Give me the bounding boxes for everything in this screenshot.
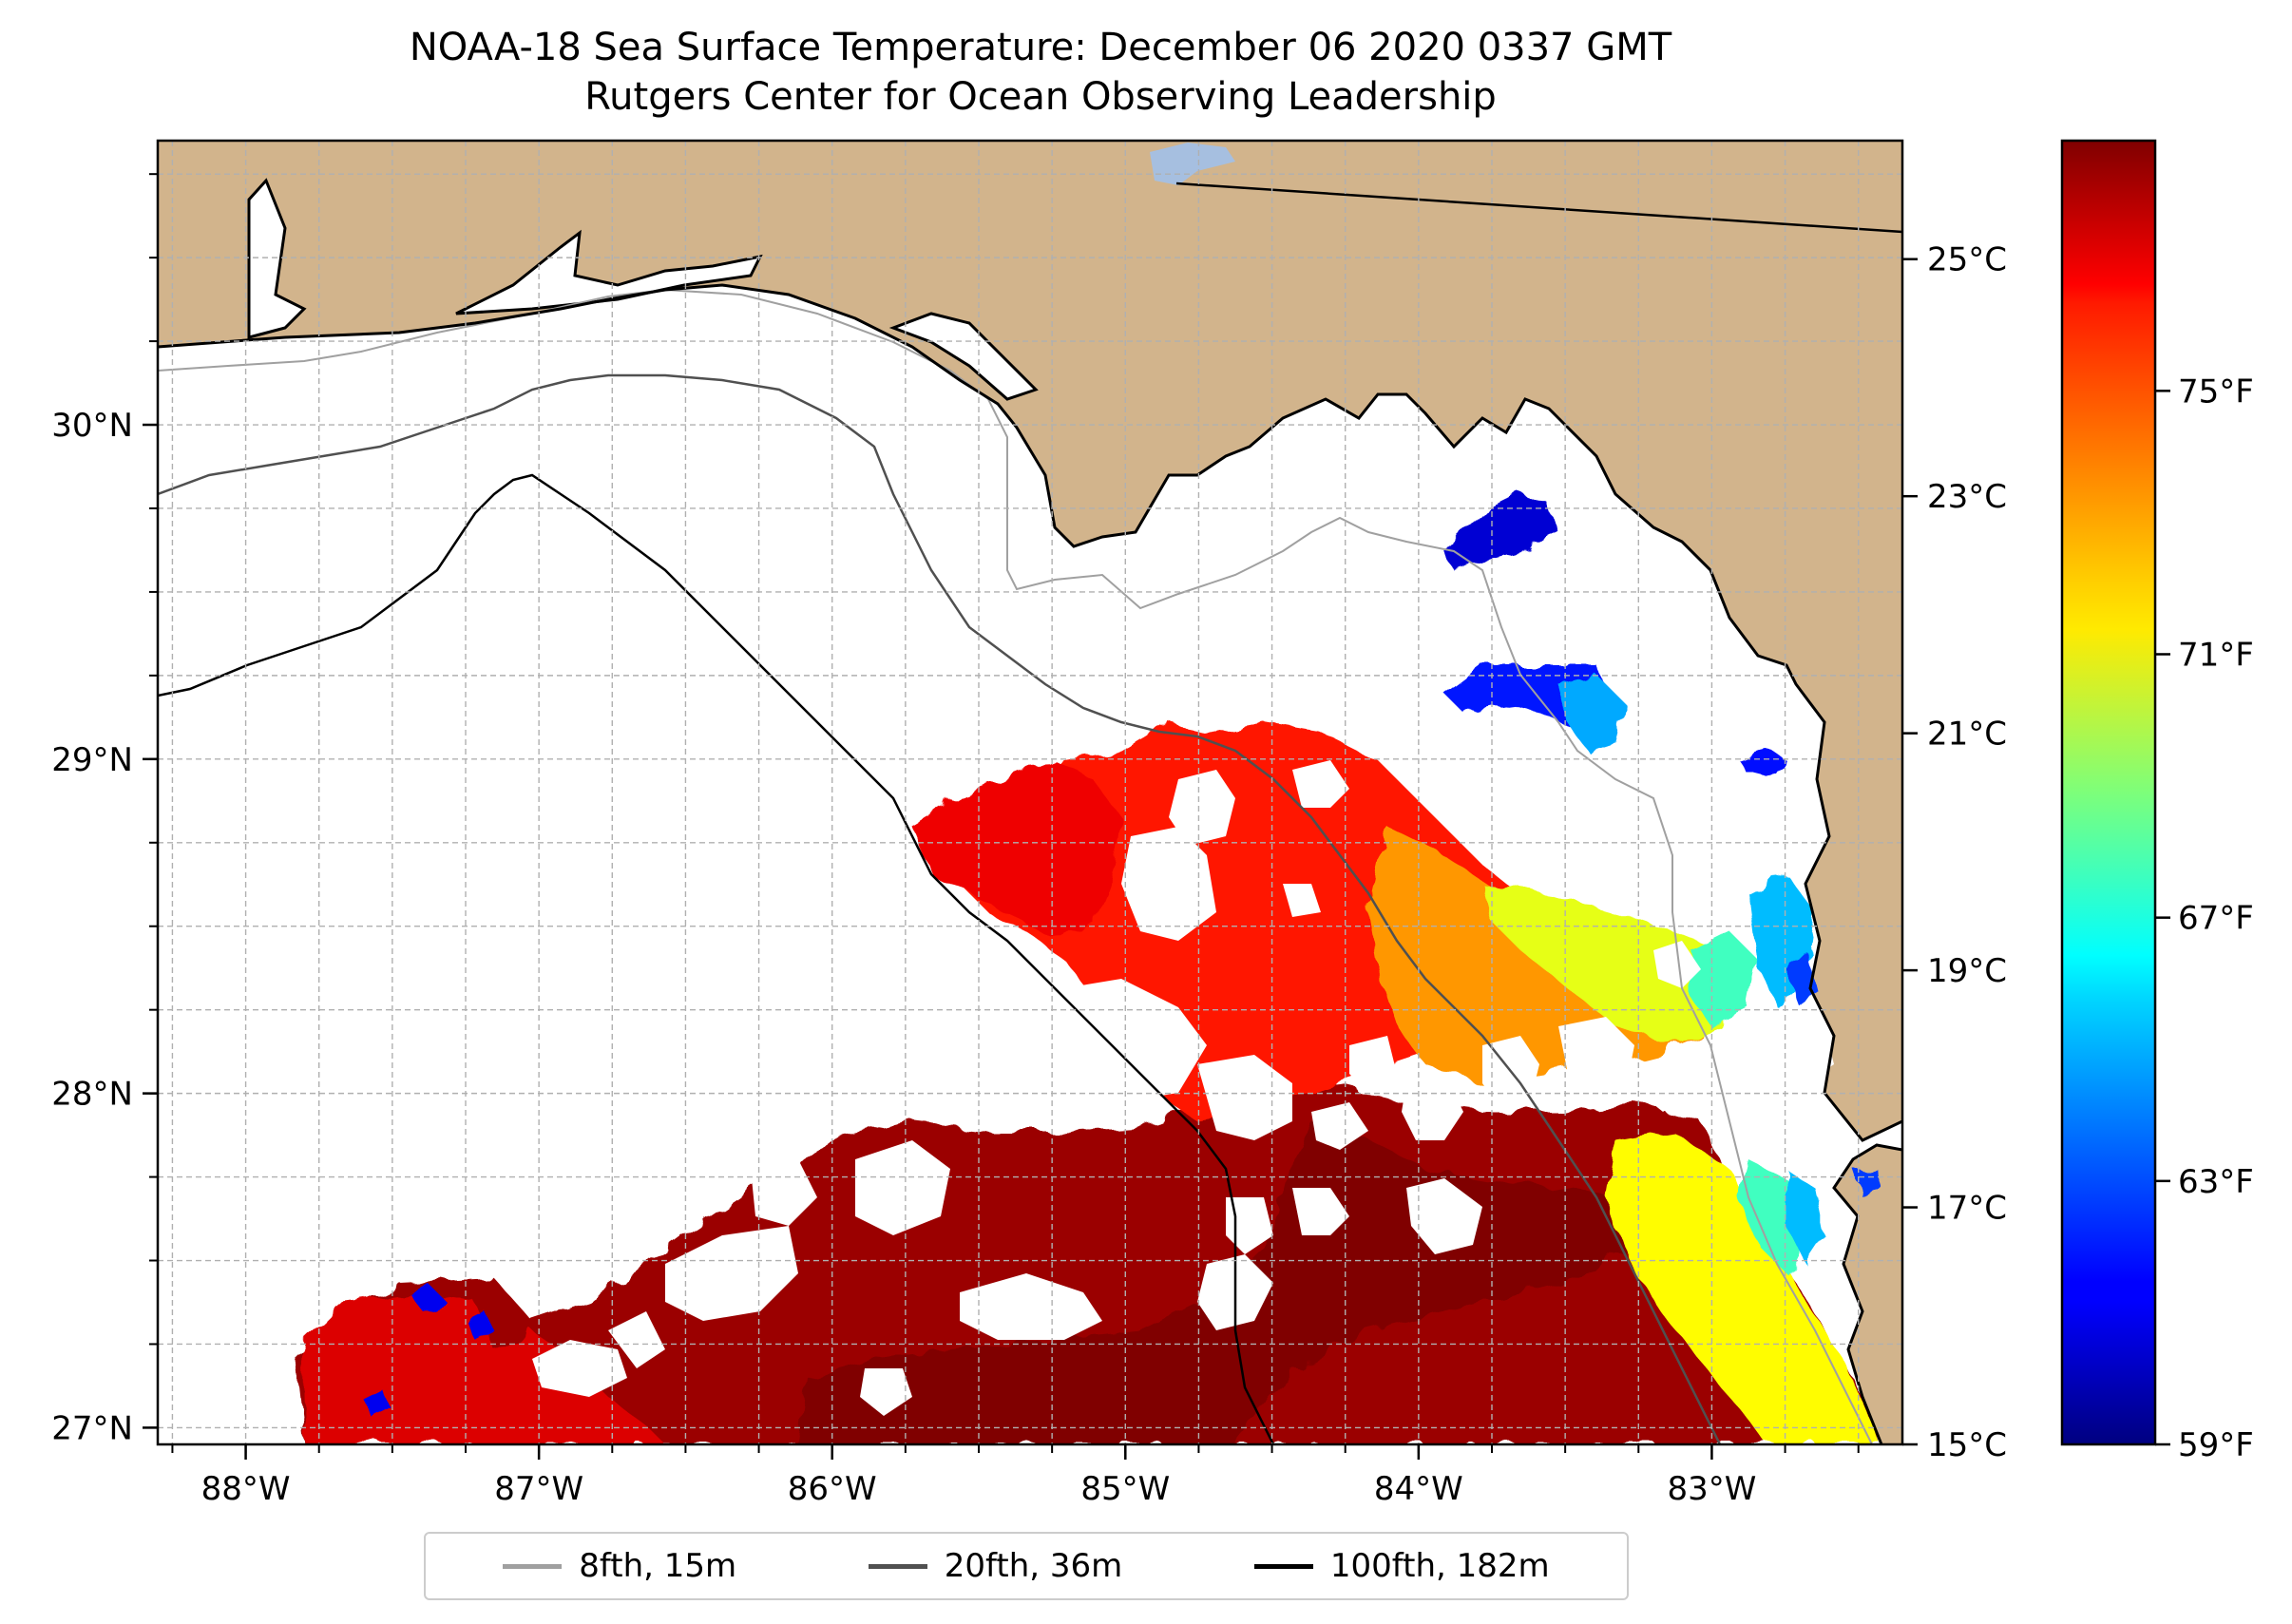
- celsius-tick-label: 17°C: [1927, 1190, 2007, 1228]
- lat-tick-label: 27°N: [51, 1409, 133, 1447]
- celsius-tick-label: 19°C: [1927, 952, 2007, 990]
- fahrenheit-tick-label: 71°F: [2178, 636, 2254, 674]
- lon-tick-label: 83°W: [1667, 1470, 1756, 1508]
- lake-seminole: [1150, 143, 1235, 185]
- legend-item: 100fth, 182m: [1253, 1547, 1550, 1585]
- colorbar: [2060, 139, 2157, 1446]
- legend-label: 100fth, 182m: [1329, 1547, 1550, 1585]
- celsius-tick-label: 25°C: [1927, 241, 2007, 279]
- sst-patch: [1739, 751, 1786, 774]
- celsius-tick-label: 15°C: [1927, 1426, 2007, 1464]
- longitude-axis: 88°W 87°W 86°W 85°W 84°W 83°W: [171, 1444, 1860, 1508]
- contour-100-fathom: [158, 473, 1275, 1444]
- legend-item: 8fth, 15m: [503, 1547, 736, 1585]
- sst-patch: [1691, 931, 1805, 1273]
- fahrenheit-tick-label: 59°F: [2178, 1426, 2254, 1464]
- legend-label: 20fth, 36m: [944, 1547, 1123, 1585]
- gridlines: [158, 141, 1902, 1444]
- bay-pensacola: [247, 178, 307, 339]
- legend-item: 20fth, 36m: [868, 1547, 1123, 1585]
- state-boundary: [1175, 182, 1902, 234]
- colorbar-fahrenheit-axis: 59°F 63°F 67°F 71°F 75°F: [2155, 373, 2254, 1464]
- lon-tick-label: 86°W: [788, 1470, 877, 1508]
- fahrenheit-tick-label: 75°F: [2178, 373, 2254, 411]
- sst-patch: [1786, 950, 1881, 1197]
- fahrenheit-tick-label: 67°F: [2178, 900, 2254, 938]
- legend-swatch-8fth: [503, 1563, 563, 1569]
- lon-tick-label: 84°W: [1374, 1470, 1463, 1508]
- lat-tick-label: 30°N: [51, 407, 133, 445]
- sst-patch: [1444, 494, 1558, 570]
- sst-patch: [1558, 675, 1625, 751]
- coastline: [158, 283, 1902, 1444]
- sst-patch: [1482, 884, 1739, 1045]
- bay-st-andrews: [888, 312, 1039, 401]
- figure-subtitle: Rutgers Center for Ocean Observing Leade…: [584, 75, 1497, 119]
- land-panhandle: [158, 141, 1902, 1140]
- celsius-tick-label: 23°C: [1927, 478, 2007, 516]
- sst-patch: [912, 760, 1121, 941]
- cloud-gaps: [532, 760, 1834, 1416]
- lon-tick-label: 88°W: [201, 1470, 291, 1508]
- lat-tick-label: 28°N: [51, 1076, 133, 1114]
- contour-8-fathom: [158, 288, 1873, 1444]
- legend: 8fth, 15m 20fth, 36m 100fth, 182m: [424, 1532, 1629, 1600]
- lat-tick-label: 29°N: [51, 741, 133, 779]
- figure-title: NOAA-18 Sea Surface Temperature: Decembe…: [409, 26, 1672, 69]
- legend-swatch-100fth: [1253, 1563, 1313, 1569]
- legend-swatch-20fth: [868, 1563, 927, 1569]
- map-frame: [156, 139, 1904, 1446]
- sst-patch: [295, 1083, 1881, 1444]
- sst-patch: [1606, 1131, 1881, 1444]
- latitude-axis: 27°N 28°N 29°N 30°N: [51, 173, 158, 1447]
- celsius-tick-label: 21°C: [1927, 716, 2007, 754]
- legend-label: 8fth, 15m: [579, 1547, 737, 1585]
- lon-tick-label: 87°W: [494, 1470, 583, 1508]
- lon-tick-label: 85°W: [1080, 1470, 1170, 1508]
- sst-patch: [361, 1283, 494, 1416]
- land-peninsula-south: [1834, 1145, 1902, 1444]
- fahrenheit-tick-label: 63°F: [2178, 1163, 2254, 1201]
- colorbar-celsius-axis: 15°C 17°C 19°C 21°C 23°C 25°C: [1902, 241, 2007, 1464]
